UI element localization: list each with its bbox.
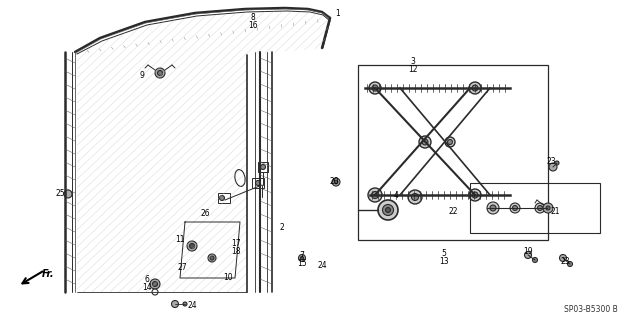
Text: 9: 9	[140, 70, 145, 79]
Circle shape	[385, 207, 390, 212]
Text: 24: 24	[317, 261, 327, 270]
Text: SP03-B5300 B: SP03-B5300 B	[564, 305, 618, 314]
Circle shape	[187, 241, 197, 251]
Ellipse shape	[235, 170, 245, 186]
Circle shape	[469, 82, 481, 94]
Text: 22: 22	[448, 206, 458, 216]
Circle shape	[546, 206, 550, 210]
Circle shape	[445, 137, 455, 147]
Text: 10: 10	[223, 273, 233, 283]
Circle shape	[472, 192, 478, 198]
Text: 5: 5	[442, 249, 447, 258]
Circle shape	[543, 203, 553, 213]
Circle shape	[334, 180, 338, 184]
Text: 19: 19	[523, 248, 533, 256]
Circle shape	[487, 202, 499, 214]
Text: 7: 7	[300, 251, 305, 261]
Circle shape	[301, 256, 303, 259]
Text: 17: 17	[231, 239, 241, 248]
Circle shape	[208, 254, 216, 262]
Circle shape	[368, 188, 382, 202]
Text: 4: 4	[394, 191, 399, 201]
Circle shape	[419, 136, 431, 148]
Bar	[358, 65, 548, 240]
Text: 6: 6	[145, 275, 149, 284]
Bar	[470, 183, 600, 233]
Bar	[252, 178, 264, 188]
Text: 16: 16	[248, 20, 258, 29]
Circle shape	[157, 70, 163, 76]
Circle shape	[371, 191, 378, 198]
Circle shape	[298, 255, 305, 262]
Circle shape	[535, 203, 545, 213]
Circle shape	[378, 200, 398, 220]
Text: 23: 23	[560, 257, 570, 266]
Circle shape	[525, 251, 531, 258]
Circle shape	[538, 205, 543, 211]
Circle shape	[555, 161, 559, 165]
Circle shape	[260, 165, 266, 169]
Text: 15: 15	[297, 259, 307, 269]
Text: 12: 12	[408, 64, 418, 73]
Circle shape	[472, 85, 478, 91]
Text: 21: 21	[550, 206, 560, 216]
Circle shape	[372, 85, 378, 91]
Text: 24: 24	[187, 300, 197, 309]
Circle shape	[150, 279, 160, 289]
Text: 14: 14	[142, 283, 152, 292]
Text: 27: 27	[177, 263, 187, 272]
Circle shape	[383, 204, 394, 216]
Text: 18: 18	[231, 247, 241, 256]
Text: 26: 26	[200, 209, 210, 218]
Circle shape	[210, 256, 214, 260]
Text: 23: 23	[546, 158, 556, 167]
Circle shape	[332, 178, 340, 186]
Circle shape	[469, 189, 481, 201]
Text: 13: 13	[439, 257, 449, 266]
Circle shape	[155, 68, 165, 78]
Text: 11: 11	[175, 234, 185, 243]
Circle shape	[422, 139, 428, 145]
Circle shape	[513, 205, 518, 211]
Circle shape	[408, 190, 422, 204]
Text: Fr.: Fr.	[42, 269, 54, 279]
Text: 1: 1	[335, 9, 340, 18]
Circle shape	[490, 205, 496, 211]
Circle shape	[220, 196, 225, 201]
Circle shape	[369, 82, 381, 94]
Bar	[258, 162, 268, 172]
Circle shape	[183, 302, 187, 306]
Circle shape	[532, 257, 538, 263]
Bar	[218, 193, 230, 203]
Text: 2: 2	[280, 224, 284, 233]
Circle shape	[172, 300, 179, 308]
Text: 3: 3	[411, 56, 415, 65]
Circle shape	[568, 262, 573, 266]
Text: 25: 25	[55, 189, 65, 198]
Circle shape	[412, 194, 419, 201]
Circle shape	[152, 281, 157, 286]
Circle shape	[510, 203, 520, 213]
Circle shape	[64, 190, 72, 198]
Circle shape	[189, 243, 195, 249]
Circle shape	[559, 255, 566, 262]
Text: 20: 20	[329, 177, 339, 187]
Circle shape	[549, 163, 557, 171]
Circle shape	[255, 181, 260, 186]
Circle shape	[152, 289, 158, 295]
Circle shape	[447, 139, 452, 145]
Text: 8: 8	[251, 12, 255, 21]
